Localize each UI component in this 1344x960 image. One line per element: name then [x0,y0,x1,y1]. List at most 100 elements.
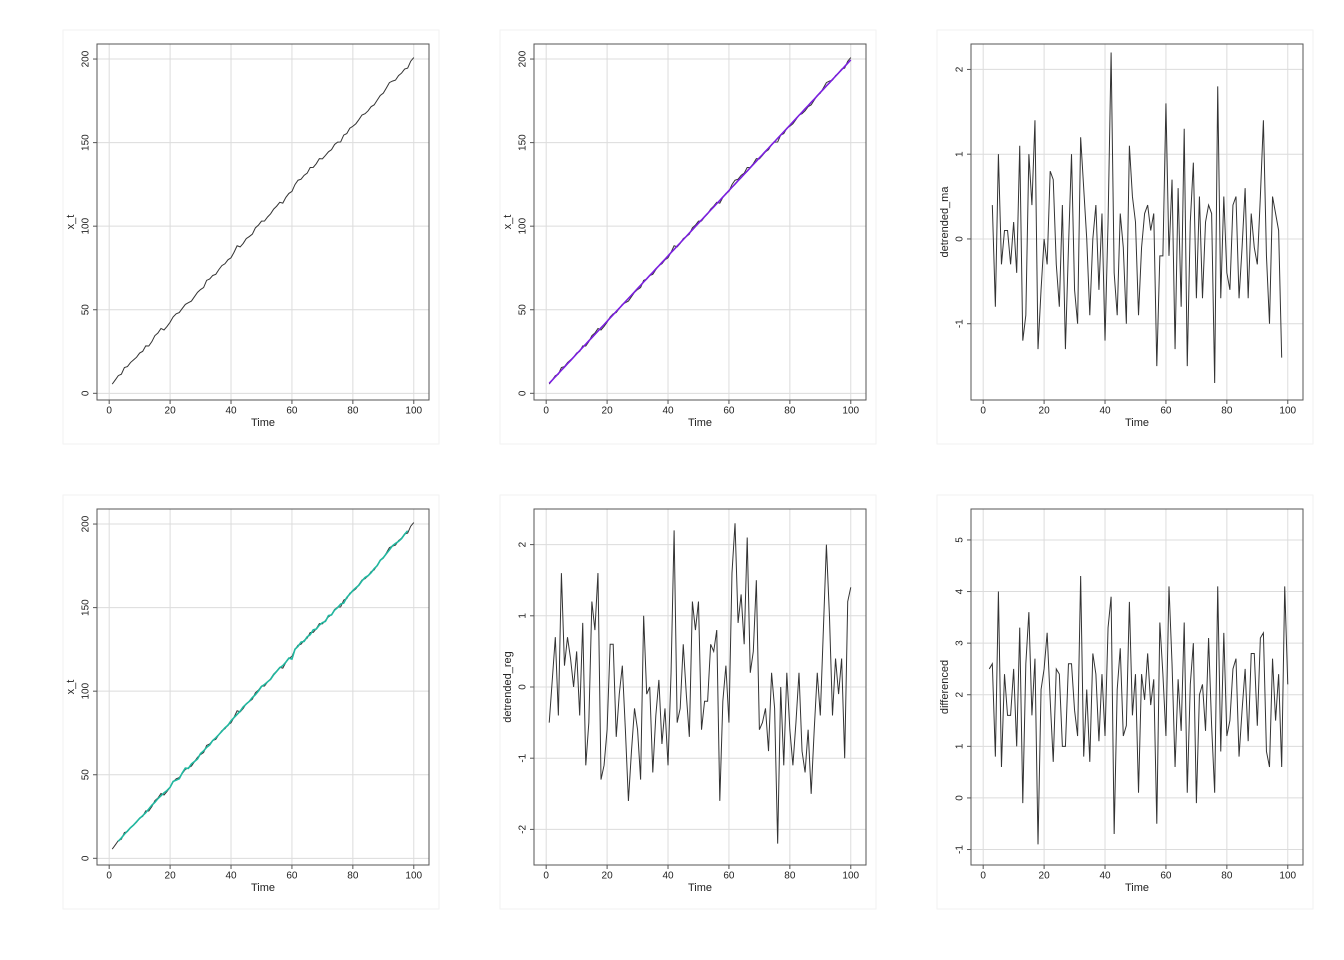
y-tick-label: -1 [955,845,966,854]
panel: 0 20 40 60 80 100 -2 -1 0 1 2 Time detrended_reg [499,494,877,910]
y-tick-label: 0 [81,855,92,861]
panel: 0 20 40 60 80 100 0 50 100 150 200 Time x_t [62,494,440,910]
x-axis-label: Time [251,882,275,894]
plot-frame [970,508,1304,866]
x-axis-label: Time [1125,417,1149,429]
series-line [548,59,852,384]
x-tick-label: 100 [1279,406,1296,417]
x-tick-label: 40 [662,406,674,417]
x-tick-label: 0 [980,871,986,882]
plot-frame [533,43,867,401]
series-line [111,57,415,385]
x-tick-label: 100 [405,871,422,882]
y-axis-label: x_t [502,215,514,230]
panel-background [62,494,440,910]
x-axis-label: Time [688,417,712,429]
x-tick-label: 0 [106,871,112,882]
y-tick-label: 0 [955,795,966,801]
x-tick-label: 20 [602,406,614,417]
y-tick-label: 100 [81,682,92,699]
x-tick-label: 80 [784,871,796,882]
x-tick-label: 100 [842,871,859,882]
y-tick-label: 0 [955,236,966,242]
x-tick-label: 100 [405,406,422,417]
y-tick-label: 1 [518,613,529,619]
series-line [117,530,409,842]
x-tick-label: 60 [723,871,735,882]
x-tick-label: 0 [106,406,112,417]
panel-background [936,494,1314,910]
x-tick-label: 60 [286,406,298,417]
x-tick-label: 40 [225,871,237,882]
series-line [988,576,1289,845]
x-tick-label: 60 [1160,871,1172,882]
y-axis-label: detrended_reg [502,651,514,723]
x-tick-label: 40 [662,871,674,882]
x-tick-label: 20 [165,406,177,417]
plot-frame [970,43,1304,401]
x-tick-label: 20 [165,871,177,882]
x-tick-label: 20 [602,871,614,882]
x-tick-label: 20 [1039,871,1051,882]
y-tick-label: 100 [518,217,529,234]
y-tick-label: -1 [518,753,529,762]
y-tick-label: 0 [518,684,529,690]
x-axis-label: Time [251,417,275,429]
x-tick-label: 100 [842,406,859,417]
panel: 0 20 40 60 80 100 0 50 100 150 200 Time x_t [62,29,440,445]
x-tick-label: 40 [1099,871,1111,882]
y-tick-label: 200 [518,50,529,67]
x-tick-label: 80 [1221,871,1233,882]
panel: 0 20 40 60 80 100 -1 0 1 2 3 4 5 Time differenced [936,494,1314,910]
series-line [991,52,1283,384]
x-tick-label: 80 [347,406,359,417]
y-tick-label: 150 [81,599,92,616]
y-tick-label: 200 [81,515,92,532]
y-tick-label: 2 [955,692,966,698]
y-tick-label: 50 [81,304,92,316]
x-axis-label: Time [1125,882,1149,894]
y-tick-label: 200 [81,50,92,67]
y-tick-label: -2 [518,825,529,834]
panel-background [499,494,877,910]
x-tick-label: 40 [225,406,237,417]
panel: 0 20 40 60 80 100 0 50 100 150 200 Time x_t [499,29,877,445]
x-axis-label: Time [688,882,712,894]
y-axis-label: differenced [939,660,951,714]
x-tick-label: 80 [347,871,359,882]
plot-frame [96,508,430,866]
y-axis-label: detrended_ma [939,186,951,258]
x-tick-label: 60 [723,406,735,417]
y-tick-label: 5 [955,537,966,543]
x-tick-label: 40 [1099,406,1111,417]
y-tick-label: 1 [955,151,966,157]
y-tick-label: 1 [955,743,966,749]
y-tick-label: 100 [81,217,92,234]
y-tick-label: 150 [518,134,529,151]
series-line [548,523,852,844]
y-tick-label: 0 [518,390,529,396]
y-tick-label: 4 [955,588,966,594]
plot-frame [96,43,430,401]
panel: 0 20 40 60 80 100 -1 0 1 2 Time detrended_ma [936,29,1314,445]
y-tick-label: 2 [955,66,966,72]
x-tick-label: 100 [1279,871,1296,882]
plot-frame [533,508,867,866]
y-axis-label: x_t [65,215,77,230]
x-tick-label: 0 [543,406,549,417]
y-tick-label: 150 [81,134,92,151]
y-axis-label: x_t [65,680,77,695]
x-tick-label: 0 [980,406,986,417]
x-tick-label: 60 [286,871,298,882]
panel-background [62,29,440,445]
y-tick-label: 3 [955,640,966,646]
x-tick-label: 60 [1160,406,1172,417]
y-tick-label: 50 [518,304,529,316]
x-tick-label: 20 [1039,406,1051,417]
x-tick-label: 0 [543,871,549,882]
y-tick-label: 2 [518,541,529,547]
x-tick-label: 80 [784,406,796,417]
y-tick-label: 50 [81,769,92,781]
y-tick-label: -1 [955,319,966,328]
